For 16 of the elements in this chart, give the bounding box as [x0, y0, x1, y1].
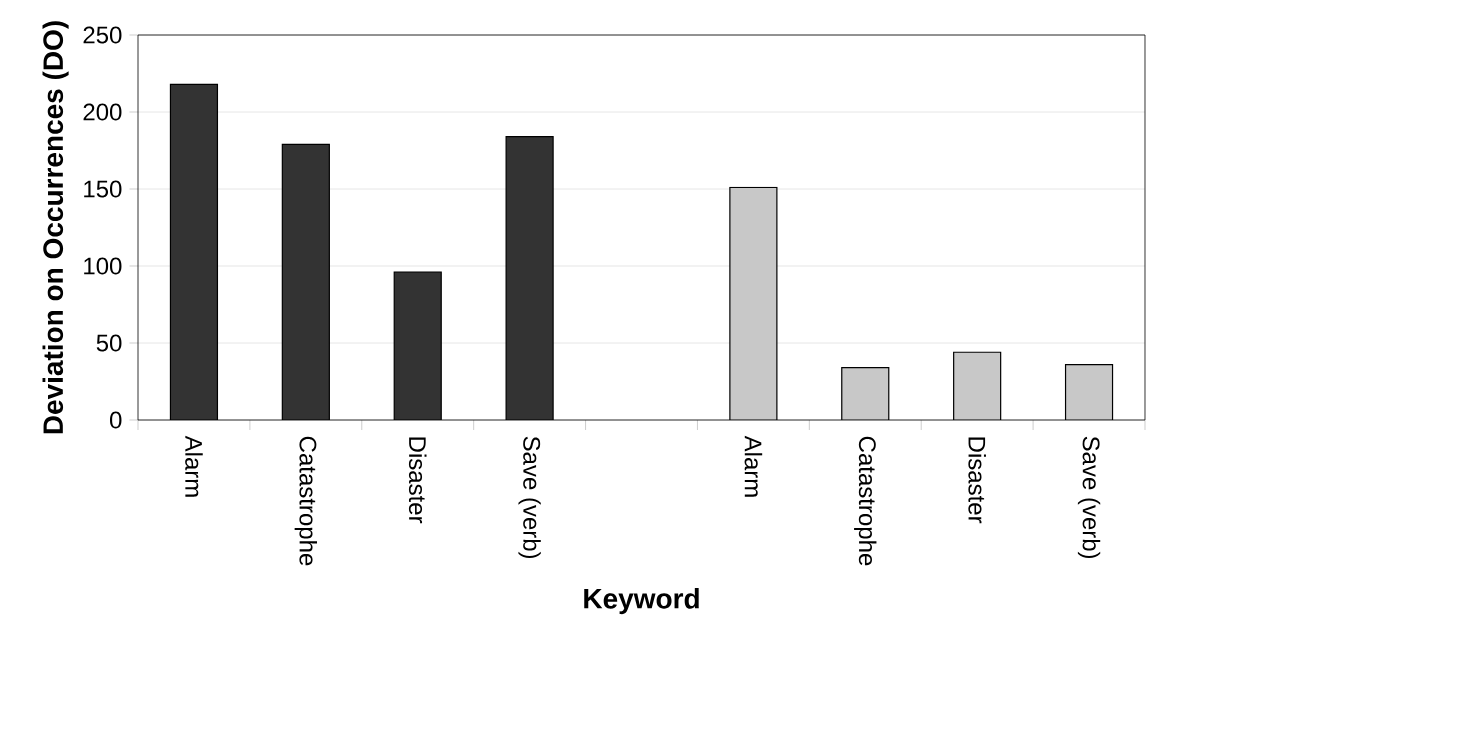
y-tick-label: 50 [96, 334, 122, 352]
y-tick-label: 150 [84, 180, 122, 198]
y-axis-title: Deviation on Occurrences (DO) [42, 21, 69, 434]
x-tick-label: Catastrophe [854, 436, 877, 566]
x-axis-title: Keyword [584, 588, 699, 615]
y-tick-label: 100 [84, 257, 122, 275]
x-tick-label: Save (verb) [1077, 436, 1101, 559]
x-tick-label: Disaster [968, 437, 986, 524]
y-tick-label: 0 [110, 411, 122, 429]
y-tick-label: 200 [83, 103, 122, 121]
x-tick-label: Alarm [185, 435, 203, 497]
x-tick-label: Disaster [408, 437, 427, 524]
y-tick-label: 250 [83, 26, 122, 44]
x-tick-label: Catastrophe [294, 436, 318, 566]
x-tick-label: Save (verb) [518, 436, 541, 559]
x-tick-label: Alarm [744, 435, 763, 497]
